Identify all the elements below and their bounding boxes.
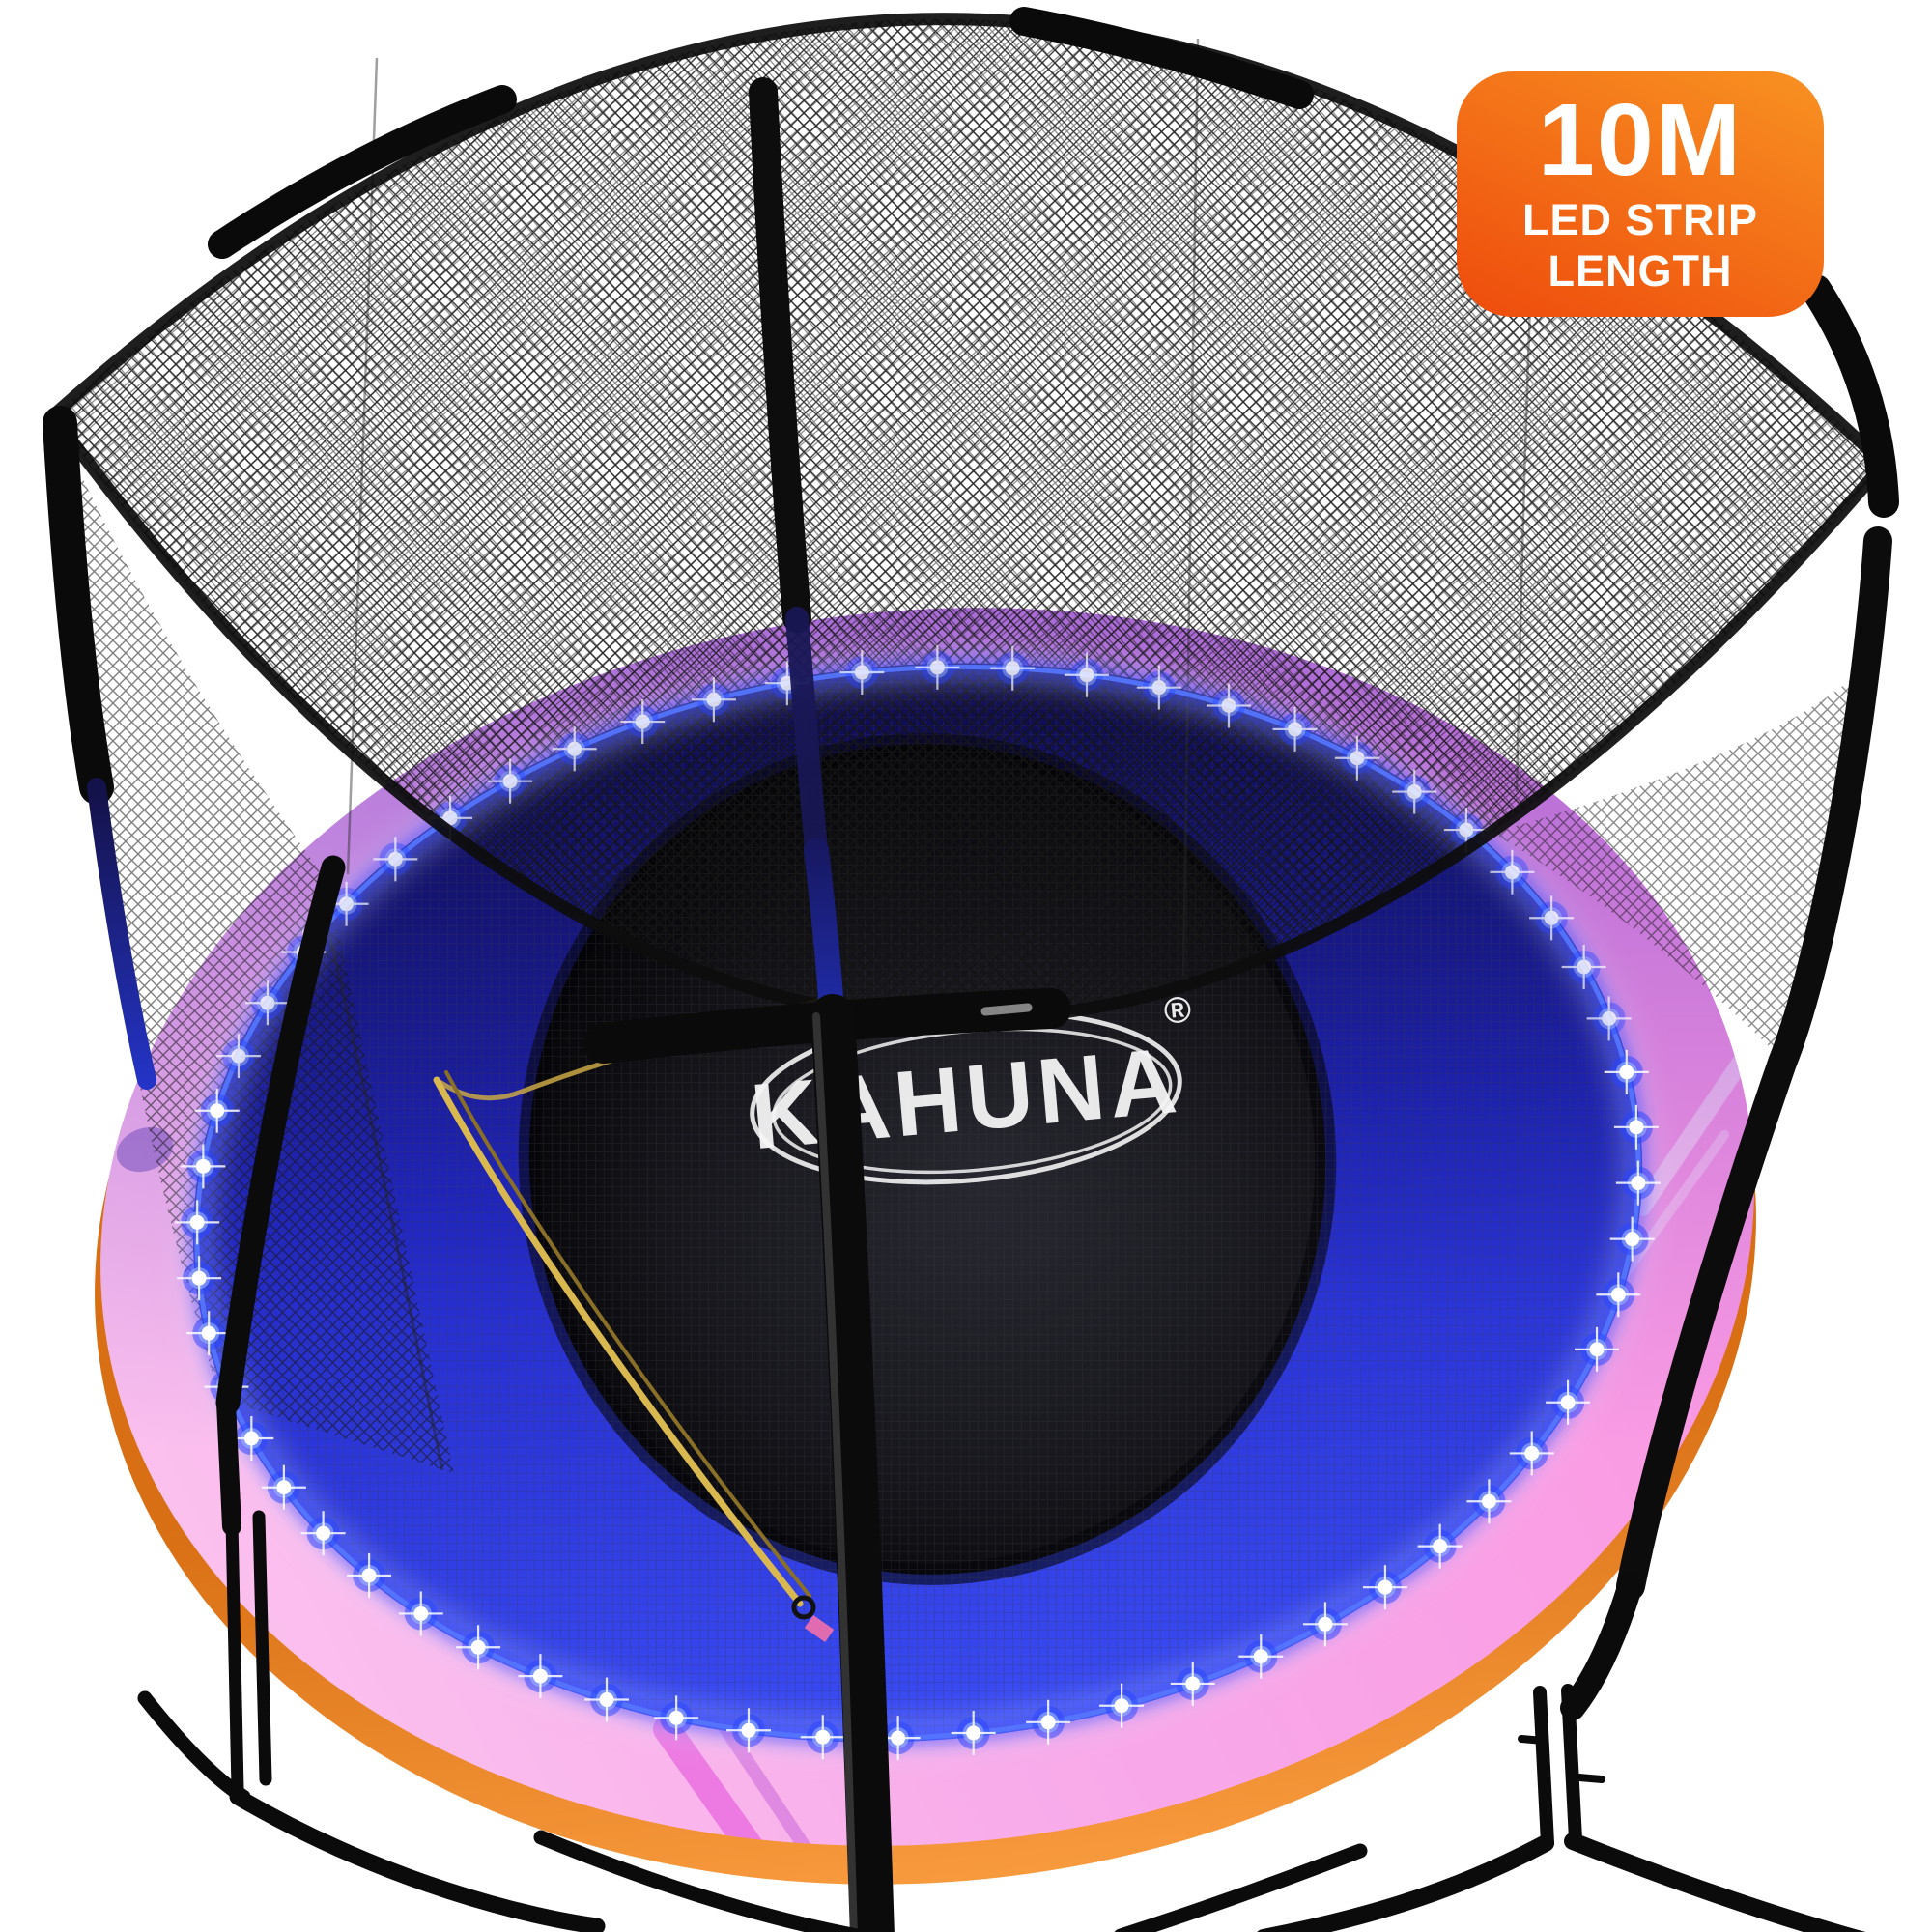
led-dot (1604, 1049, 1649, 1094)
left-pole-led-lit (87, 778, 156, 1090)
led-dot (175, 1200, 220, 1245)
badge-value: 10M (1537, 82, 1744, 197)
badge-label-line1: LED STRIP (1521, 195, 1759, 245)
led-dot (398, 1591, 443, 1636)
led-dot (300, 1511, 346, 1556)
cord-hook (791, 1595, 816, 1620)
net-lower-left (53, 415, 454, 1473)
led-dot (244, 980, 290, 1026)
led-dot (1596, 1272, 1641, 1318)
led-dot (1302, 1602, 1348, 1647)
led-dot (1362, 1565, 1407, 1610)
led-dot (951, 1710, 996, 1755)
right-leg (1560, 1572, 1643, 1720)
right-pole (1616, 526, 1892, 1601)
led-dot (1136, 665, 1181, 710)
led-dot (177, 1256, 222, 1301)
led-dot (839, 650, 885, 696)
led-dot (1026, 1699, 1071, 1745)
led-dot (324, 881, 369, 926)
led-dot (1586, 996, 1632, 1041)
led-dot (552, 726, 597, 772)
led-dot (1170, 1661, 1215, 1706)
led-dot (1609, 1216, 1655, 1262)
back-pole-mid (785, 607, 828, 862)
led-dot (181, 1144, 226, 1189)
led-dot (229, 1416, 274, 1462)
enclosure-ring (44, 7, 1899, 1064)
led-dot (1334, 735, 1379, 781)
led-dot (1546, 1379, 1591, 1425)
frame-legs (137, 1393, 1866, 1932)
led-dot (654, 1695, 699, 1741)
led-dot (725, 1708, 771, 1753)
led-dot (261, 1464, 306, 1510)
back-pole-led-lit (804, 838, 844, 1025)
led-dot (456, 1625, 501, 1670)
badge-label-line2: LENGTH (1548, 246, 1733, 297)
led-dot (1509, 1431, 1554, 1476)
ring-sleeve-right (1801, 274, 1899, 518)
ring-outline (44, 13, 1892, 1026)
led-dot (1065, 652, 1110, 697)
led-dot (347, 1552, 392, 1598)
led-dot (1466, 1479, 1512, 1524)
led-dot (1099, 1683, 1145, 1728)
led-dot (488, 758, 533, 804)
led-badge: 10M LED STRIP LENGTH (1457, 71, 1824, 317)
led-dot (691, 677, 736, 723)
led-dot (194, 1088, 240, 1133)
front-pole (810, 994, 895, 1932)
led-dot (186, 1311, 232, 1356)
led-dot (1417, 1523, 1463, 1569)
led-dot (1206, 683, 1251, 728)
led-dot (1575, 1326, 1620, 1372)
led-dot (518, 1654, 563, 1699)
enclosure-poles (43, 77, 1892, 1932)
led-dot (215, 1034, 261, 1079)
led-dot (875, 1716, 921, 1761)
led-dot (620, 699, 666, 745)
led-dot (1238, 1634, 1284, 1679)
led-dot (1272, 706, 1318, 752)
led-dot (990, 645, 1036, 691)
led-dot (584, 1677, 630, 1722)
back-pole-upper (749, 77, 811, 633)
led-dot (373, 837, 418, 882)
led-strip-ring (175, 644, 1661, 1761)
ring-sleeve-top-right (1009, 7, 1314, 109)
left-pole-sleeve (43, 406, 114, 805)
led-dot (1561, 944, 1606, 989)
left-foot (137, 1690, 251, 1804)
led-dot (1529, 895, 1575, 941)
led-dot (1615, 1160, 1661, 1206)
left-leg (216, 1393, 242, 1536)
cord-tag (804, 1614, 835, 1643)
net-lower-right (1492, 676, 1855, 1061)
led-dot (915, 644, 960, 690)
left-front-pole (215, 855, 346, 1415)
ring-sleeve-top-left (208, 85, 517, 259)
led-dot (1490, 849, 1535, 895)
led-dot (1392, 769, 1437, 814)
led-dot (800, 1715, 845, 1760)
led-dot (1613, 1104, 1659, 1150)
